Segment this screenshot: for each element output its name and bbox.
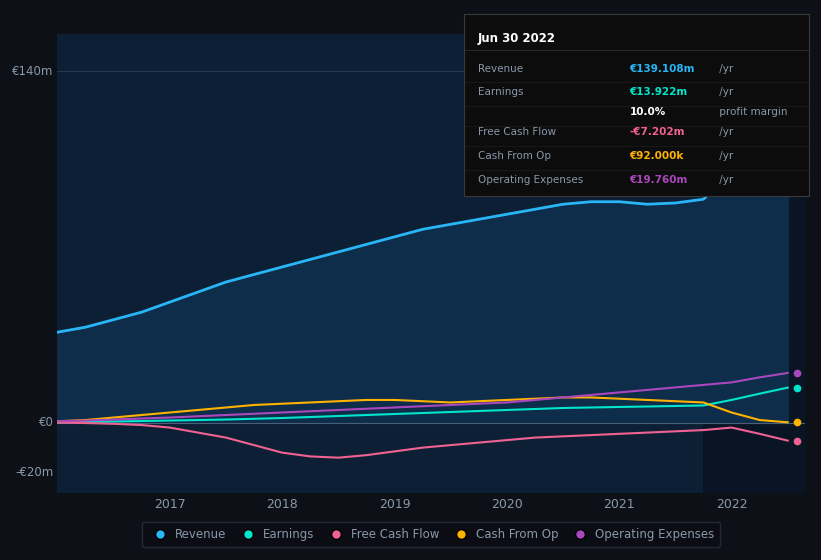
Text: /yr: /yr: [716, 87, 733, 97]
Text: /yr: /yr: [716, 127, 733, 137]
Text: /yr: /yr: [716, 64, 733, 73]
Text: €0: €0: [39, 416, 53, 429]
Text: €139.108m: €139.108m: [630, 64, 695, 73]
Text: -€7.202m: -€7.202m: [630, 127, 685, 137]
Text: €19.760m: €19.760m: [630, 175, 688, 185]
Text: -€20m: -€20m: [16, 466, 53, 479]
Text: /yr: /yr: [716, 151, 733, 161]
Legend: Revenue, Earnings, Free Cash Flow, Cash From Op, Operating Expenses: Revenue, Earnings, Free Cash Flow, Cash …: [142, 522, 720, 547]
Text: Operating Expenses: Operating Expenses: [478, 175, 583, 185]
Text: profit margin: profit margin: [716, 108, 787, 117]
Text: €140m: €140m: [12, 65, 53, 78]
Text: Cash From Op: Cash From Op: [478, 151, 551, 161]
Text: Revenue: Revenue: [478, 64, 523, 73]
Text: Earnings: Earnings: [478, 87, 523, 97]
Text: Jun 30 2022: Jun 30 2022: [478, 32, 556, 45]
Text: 10.0%: 10.0%: [630, 108, 666, 117]
Text: €13.922m: €13.922m: [630, 87, 688, 97]
Text: /yr: /yr: [716, 175, 733, 185]
Bar: [704, 34, 805, 493]
Text: Free Cash Flow: Free Cash Flow: [478, 127, 556, 137]
Text: €92.000k: €92.000k: [630, 151, 684, 161]
